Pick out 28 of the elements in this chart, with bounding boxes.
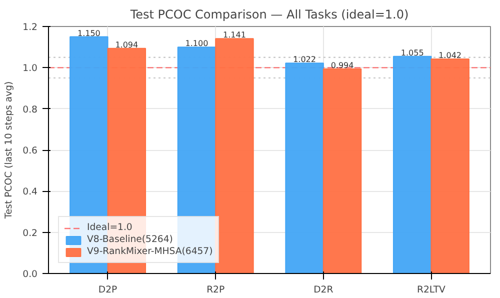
y-tick-label: 0.0 xyxy=(22,269,38,280)
y-axis-title: Test PCOC (last 10 steps avg) xyxy=(4,81,15,220)
y-tick-label: 0.6 xyxy=(22,146,38,156)
data-label: 1.042 xyxy=(438,51,462,60)
data-label: 1.022 xyxy=(293,55,316,64)
bar xyxy=(322,68,362,274)
bar xyxy=(215,38,254,274)
x-tick-label: R2P xyxy=(206,284,225,296)
x-tick-label: D2P xyxy=(98,284,118,296)
x-tick-label: R2LTV xyxy=(417,284,446,296)
data-label: 1.150 xyxy=(77,28,100,38)
data-label: 1.100 xyxy=(185,39,208,48)
data-label: 1.094 xyxy=(115,40,138,50)
y-tick-label: 1.2 xyxy=(22,22,38,33)
bar xyxy=(430,58,470,274)
bar xyxy=(392,56,432,274)
bar xyxy=(285,62,324,274)
y-tick-label: 0.4 xyxy=(22,186,38,198)
data-label: 1.141 xyxy=(223,30,246,40)
data-label: 1.055 xyxy=(400,48,424,58)
legend-label: Ideal=1.0 xyxy=(87,222,132,233)
y-tick-label: 0.8 xyxy=(22,104,38,116)
chart-title: Test PCOC Comparison — All Tasks (ideal=1.0) xyxy=(129,8,409,22)
y-tick-label: 0.2 xyxy=(22,228,38,239)
x-tick-label: D2R xyxy=(314,284,334,296)
legend-label: V8-Baseline(5264) xyxy=(87,234,173,245)
legend-label: V9-RankMixer-MHSA(6457) xyxy=(87,246,213,257)
y-tick-label: 1.0 xyxy=(22,63,38,74)
